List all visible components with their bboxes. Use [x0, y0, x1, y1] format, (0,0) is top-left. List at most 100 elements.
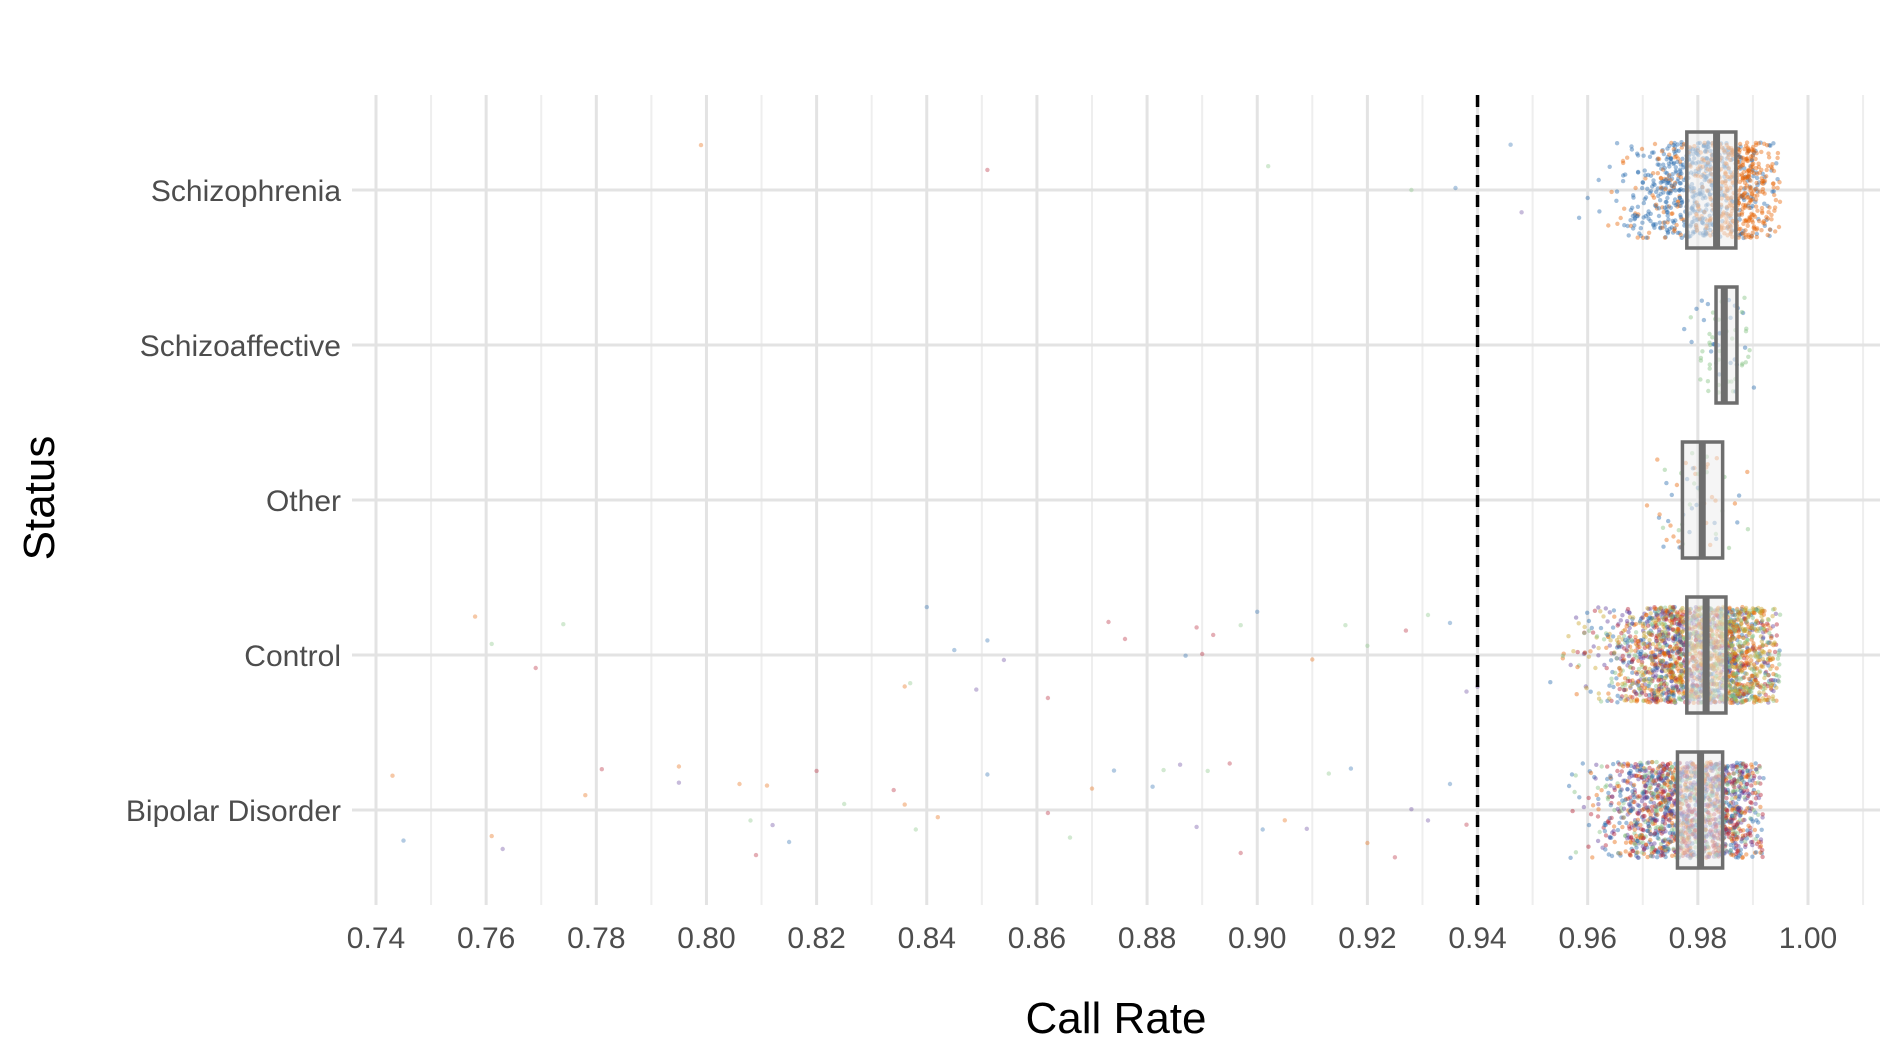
data-point — [1759, 228, 1764, 233]
data-point — [1662, 224, 1667, 229]
data-point — [1615, 221, 1620, 226]
data-point — [1768, 626, 1773, 631]
data-point — [1663, 199, 1669, 205]
data-point — [1654, 638, 1660, 643]
data-point — [1590, 803, 1596, 808]
data-point — [1638, 638, 1644, 643]
data-point — [1731, 628, 1737, 633]
data-point — [1656, 686, 1662, 692]
data-point — [1625, 223, 1630, 229]
data-point — [1663, 234, 1668, 240]
data-point — [1617, 642, 1623, 648]
data-point — [1643, 652, 1648, 657]
data-point — [1735, 653, 1740, 658]
data-point — [1602, 662, 1607, 668]
data-point — [1746, 614, 1751, 619]
data-point — [1660, 225, 1665, 230]
data-point — [1753, 156, 1758, 162]
data-point — [1606, 223, 1611, 228]
data-point — [1754, 231, 1760, 237]
data-point — [1654, 617, 1660, 623]
data-point — [1645, 212, 1651, 217]
data-point — [1650, 184, 1655, 189]
data-point — [1749, 157, 1755, 163]
data-point — [1699, 298, 1705, 303]
data-point — [1664, 675, 1669, 680]
data-point — [1641, 621, 1646, 627]
data-point — [1740, 310, 1746, 316]
data-point — [1639, 649, 1644, 654]
data-point — [1638, 688, 1643, 694]
data-point — [1655, 186, 1661, 191]
data-point — [1736, 676, 1742, 681]
data-point — [1737, 154, 1743, 159]
data-point — [1750, 220, 1756, 225]
data-point — [1740, 691, 1746, 696]
data-point — [1755, 182, 1760, 188]
data-point — [1730, 631, 1735, 636]
data-point — [1740, 177, 1745, 183]
data-point — [1666, 650, 1671, 656]
data-point — [1735, 670, 1741, 675]
data-point — [1745, 146, 1751, 152]
data-point — [1626, 629, 1631, 635]
data-point — [1740, 635, 1746, 640]
data-point — [1667, 173, 1672, 178]
data-point — [1661, 190, 1666, 195]
data-point — [1765, 203, 1770, 209]
data-point — [1646, 641, 1652, 646]
data-point — [1678, 187, 1683, 192]
data-point — [1618, 618, 1624, 623]
data-point — [1728, 842, 1734, 848]
data-point — [1771, 185, 1776, 190]
data-point — [1741, 195, 1746, 201]
data-point — [1770, 656, 1775, 661]
data-point — [1666, 687, 1672, 692]
data-point — [1641, 673, 1646, 678]
data-point — [1658, 605, 1663, 611]
data-point — [1749, 783, 1754, 788]
data-point — [1653, 635, 1659, 641]
data-point — [1591, 644, 1596, 649]
data-point — [1677, 656, 1683, 661]
data-point — [1742, 176, 1748, 181]
data-point — [1671, 161, 1676, 167]
data-point — [1670, 662, 1675, 667]
data-point — [1661, 638, 1666, 643]
data-point — [1771, 168, 1777, 174]
data-point — [1663, 668, 1668, 674]
data-point — [1636, 212, 1641, 217]
data-point — [1760, 210, 1765, 216]
data-point — [1728, 640, 1734, 646]
data-point — [1631, 195, 1636, 200]
data-point — [1652, 141, 1658, 147]
data-point — [1576, 663, 1582, 668]
data-point — [1670, 690, 1675, 695]
data-point — [1668, 661, 1673, 667]
data-point — [1775, 177, 1780, 182]
data-point — [1664, 608, 1669, 613]
data-point — [1754, 151, 1759, 156]
data-point — [1776, 652, 1782, 658]
data-point — [1741, 635, 1746, 641]
data-point — [1737, 188, 1742, 193]
data-point — [1631, 782, 1637, 788]
data-point — [1740, 231, 1746, 236]
data-point — [1738, 618, 1744, 623]
data-point — [1634, 691, 1639, 696]
data-point — [1760, 618, 1765, 623]
data-point — [1735, 626, 1741, 631]
data-point — [1754, 695, 1759, 700]
data-point — [1603, 784, 1608, 790]
data-point — [1745, 203, 1751, 208]
data-point — [1671, 534, 1676, 539]
data-point — [1728, 617, 1733, 622]
data-point — [1749, 681, 1754, 686]
data-point — [1662, 220, 1668, 225]
data-point — [1737, 217, 1742, 222]
data-point — [1665, 634, 1671, 639]
data-point — [1744, 217, 1749, 223]
data-point — [1660, 615, 1665, 620]
data-point — [1616, 635, 1622, 640]
data-point — [1643, 768, 1649, 773]
